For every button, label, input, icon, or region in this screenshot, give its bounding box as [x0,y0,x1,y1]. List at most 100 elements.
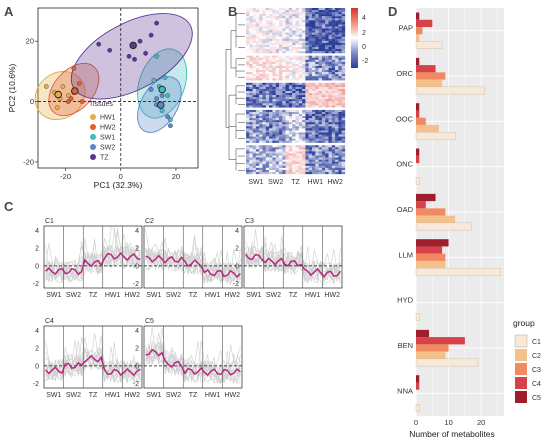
heatmap-cell [246,134,250,137]
heatmap-cell [275,65,280,69]
heatmap-cell [288,95,293,98]
heatmap-cell [328,91,332,94]
heatmap-cell [272,138,276,141]
bar-ben-c3 [416,344,449,352]
heatmap-cell [325,86,329,90]
heatmap-cell [275,10,280,13]
heatmap-cell [292,55,296,58]
heatmap-cell [275,118,280,121]
heatmap-cell [331,122,336,125]
heatmap-cell [288,91,293,94]
heatmap-cell [292,118,296,121]
heatmap-cell [252,140,257,143]
heatmap-cell [272,70,276,73]
heatmap-cell [259,59,263,62]
cluster-ytick: 0 [235,263,239,270]
heatmap-cell [272,157,276,160]
heatmap-cell [246,30,250,33]
heatmap-cell [308,99,313,102]
heatmap-cell [275,12,280,15]
heatmap-cell [302,109,306,113]
heatmap-cell [305,28,309,31]
heatmap-col-label-tz: TZ [291,179,300,186]
heatmap-cell [321,163,326,166]
heatmap-cell [265,8,270,11]
heatmap-cell [249,61,253,65]
heatmap-cell [259,44,263,48]
heatmap-cell [259,134,263,137]
heatmap-cell [252,132,257,135]
heatmap-cell [308,130,313,133]
heatmap-cell [315,20,319,23]
heatmap-cell [295,67,299,71]
heatmap-cell [315,28,319,31]
heatmap-cell [275,101,280,104]
cluster-background-profile [45,238,141,280]
heatmap-cell [305,161,309,164]
heatmap-cell [285,163,290,166]
heatmap-cell [292,109,296,113]
heatmap-cell [272,65,276,69]
heatmap-cell [288,34,293,37]
heatmap-cell [302,167,306,171]
heatmap-cell [259,120,263,123]
heatmap-cell [338,42,342,46]
heatmap-cell [246,147,250,150]
heatmap-cell [321,134,326,137]
heatmap-cell [315,138,319,141]
heatmap-cell [262,8,266,11]
heatmap-cell [331,49,336,52]
heatmap-cell [295,82,299,85]
heatmap-cell [338,136,342,139]
heatmap-cell [315,34,319,37]
heatmap-cell [328,8,332,11]
heatmap-cell [288,134,293,137]
heatmap-grid [246,8,346,175]
heatmap-cell [305,74,309,77]
heatmap-cell [269,16,273,19]
heatmap-cell [341,118,346,121]
heatmap-cell [341,84,346,88]
heatmap-cell [341,76,346,79]
bar-ben-c5 [416,329,430,338]
heatmap-cell [288,122,293,125]
heatmap-cell [335,91,339,94]
heatmap-cell [292,171,296,175]
heatmap-cell [285,82,290,85]
heatmap-cell [279,111,283,115]
heatmap-cell [325,67,329,71]
cluster-xlabel-hw2: HW2 [124,392,140,399]
heatmap-cell [298,169,303,173]
heatmap-cell [328,49,332,52]
heatmap-cell [302,97,306,100]
heatmap-cell [338,157,342,160]
heatmap-cell [259,111,263,115]
heatmap-cell [272,171,276,175]
heatmap-cell [285,99,290,102]
heatmap-cell [255,76,260,79]
heatmap-cell [298,63,303,67]
heatmap-cell [282,55,286,58]
heatmap-cell [298,44,303,48]
heatmap-cell [298,16,303,19]
heatmap-cell [318,118,323,121]
heatmap-cell [302,61,306,65]
heatmap-cell [282,151,286,154]
heatmap-cell [335,161,339,164]
heatmap-cell [255,42,260,46]
heatmap-cell [272,126,276,129]
legend-c3-label: C3 [532,367,541,374]
cluster-ytick: -2 [233,281,239,288]
heatmap-cell [282,88,286,92]
heatmap-cell [328,57,332,60]
heatmap-cell [308,122,313,125]
heatmap-cell [279,51,283,54]
heatmap-cell [341,97,346,100]
heatmap-cell [269,122,273,125]
heatmap-cell [252,147,257,150]
heatmap-cell [282,101,286,104]
heatmap-cell [318,167,323,171]
bar-oad-c4 [416,201,426,209]
heatmap-cell [272,82,276,85]
heatmap-cell [315,163,319,166]
